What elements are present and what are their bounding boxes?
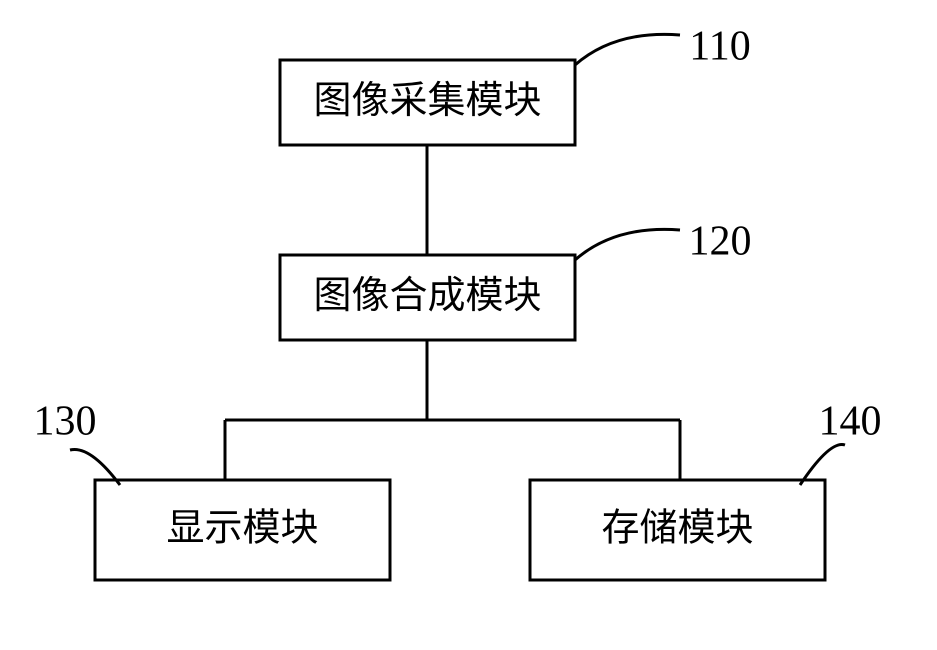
node-110: 图像采集模块 xyxy=(280,60,575,145)
leader-number-130: 130 xyxy=(34,399,97,445)
node-120: 图像合成模块 xyxy=(280,255,575,340)
leader-number-120: 120 xyxy=(689,219,752,265)
node-label-130: 显示模块 xyxy=(166,508,318,550)
node-label-110: 图像采集模块 xyxy=(313,80,541,122)
leader-curve-110 xyxy=(575,34,680,65)
leader-number-140: 140 xyxy=(819,399,882,445)
node-label-140: 存储模块 xyxy=(601,508,753,550)
node-140: 存储模块 xyxy=(530,480,825,580)
leader-number-110: 110 xyxy=(689,24,750,70)
connector-120-branch xyxy=(225,340,680,480)
leader-curve-120 xyxy=(575,229,680,260)
node-label-120: 图像合成模块 xyxy=(313,275,541,317)
nodes: 图像采集模块图像合成模块显示模块 存储模块 xyxy=(95,60,825,580)
node-130: 显示模块 xyxy=(95,480,390,580)
